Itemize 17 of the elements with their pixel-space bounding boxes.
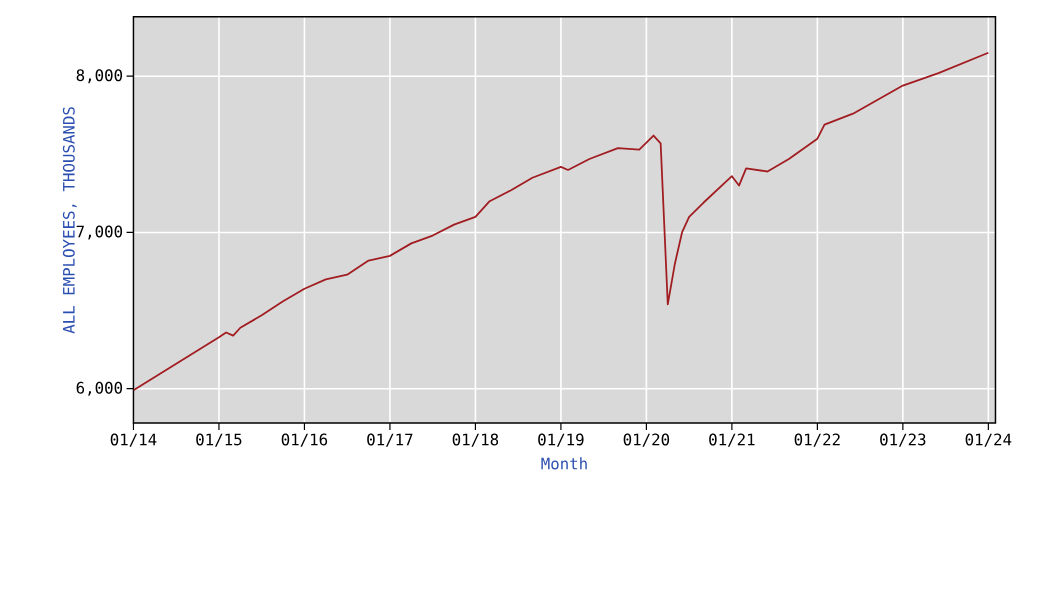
x-tick-label: 01/17 [367, 433, 413, 447]
x-tick-label: 01/15 [196, 433, 242, 447]
x-tick-label: 01/23 [880, 433, 926, 447]
x-tick-label: 01/19 [538, 433, 584, 447]
y-tick-label: 8,000 [76, 69, 123, 84]
y-tick-label: 6,000 [76, 381, 123, 396]
x-tick-label: 01/16 [281, 433, 328, 447]
y-axis-title: ALL EMPLOYEES, THOUSANDS [62, 107, 77, 334]
x-tick-label: 01/14 [110, 433, 157, 447]
y-tick-label: 7,000 [76, 225, 123, 240]
x-tick-label: 01/20 [623, 433, 670, 447]
x-tick-label: 01/21 [709, 433, 755, 447]
x-axis-title: Month [541, 457, 587, 470]
x-tick-label: 01/22 [794, 433, 840, 447]
x-tick-label: 01/18 [452, 433, 499, 447]
line-series [133, 51, 990, 392]
x-tick-label: 01/24 [965, 433, 1012, 447]
